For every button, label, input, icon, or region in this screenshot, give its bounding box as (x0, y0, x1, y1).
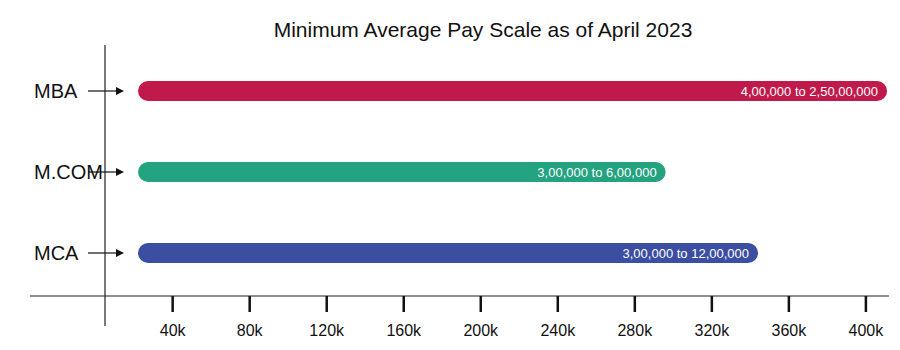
arrow-head (116, 168, 124, 176)
bar (138, 81, 887, 101)
x-axis-line (30, 295, 889, 296)
y-axis-line (104, 45, 105, 326)
x-tick-label: 320k (694, 322, 730, 339)
x-tick (325, 296, 328, 312)
arrow-head (116, 249, 124, 257)
bar-annotation: 3,00,000 to 6,00,000 (537, 165, 656, 180)
x-tick (171, 296, 174, 312)
bar (138, 162, 666, 182)
x-tick (711, 296, 714, 312)
x-tick (557, 296, 560, 312)
arrow-line (88, 171, 118, 172)
x-tick-label: 40k (160, 322, 187, 339)
x-tick-label: 280k (617, 322, 653, 339)
x-tick-label: 200k (463, 322, 499, 339)
x-tick-label: 160k (386, 322, 422, 339)
bars (138, 81, 887, 263)
chart-svg: Minimum Average Pay Scale as of April 20… (0, 0, 900, 350)
x-tick-label: 400k (849, 322, 885, 339)
x-tick (402, 296, 405, 312)
chart-title: Minimum Average Pay Scale as of April 20… (274, 18, 693, 41)
chart-container: Minimum Average Pay Scale as of April 20… (0, 0, 900, 350)
x-tick (634, 296, 637, 312)
bar (138, 243, 758, 263)
arrow-line (88, 90, 118, 91)
x-tick-label: 80k (237, 322, 264, 339)
category-label: MBA (34, 80, 78, 102)
x-tick-label: 120k (309, 322, 345, 339)
x-tick (865, 296, 868, 312)
x-tick-label: 360k (772, 322, 808, 339)
arrow-head (116, 87, 124, 95)
x-tick (248, 296, 251, 312)
x-tick (788, 296, 791, 312)
bar-annotation: 4,00,000 to 2,50,00,000 (741, 84, 878, 99)
arrow-line (88, 252, 118, 253)
x-tick (480, 296, 483, 312)
x-tick-label: 240k (540, 322, 576, 339)
bar-annotation: 3,00,000 to 12,00,000 (623, 246, 750, 261)
category-label: MCA (34, 242, 79, 264)
